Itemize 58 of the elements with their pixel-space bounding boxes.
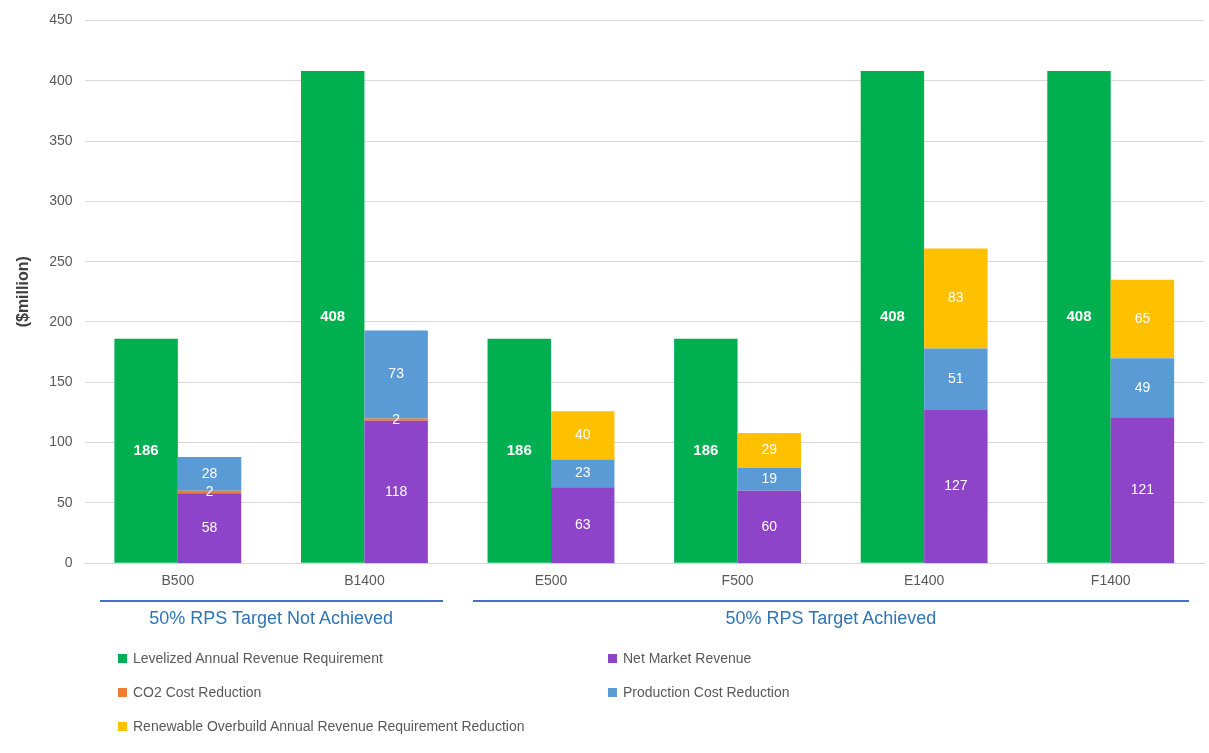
bar (924, 348, 988, 411)
y-tick-label: 400 (49, 71, 73, 88)
bar (737, 490, 801, 564)
data-label: 65 (1134, 309, 1151, 326)
data-label: 73 (388, 365, 405, 382)
data-label: 408 (1066, 307, 1092, 325)
data-label: 118 (384, 482, 408, 499)
legend-label: Levelized Annual Revenue Requirement (133, 650, 383, 666)
data-label: 408 (320, 307, 346, 325)
y-tick-label: 350 (49, 131, 73, 148)
data-label: 127 (944, 477, 968, 494)
x-tick-label: B1400 (344, 572, 385, 589)
bar (1110, 358, 1175, 418)
data-label: 23 (574, 464, 591, 481)
bar (737, 432, 801, 468)
data-label: 60 (761, 517, 778, 534)
data-label: 58 (201, 519, 218, 536)
x-tick-label: B500 (161, 572, 195, 589)
data-label: 121 (1130, 481, 1155, 498)
y-tick-label: 0 (64, 554, 73, 571)
x-tick-label: F500 (721, 572, 754, 589)
data-label: 19 (761, 470, 778, 487)
data-label: 186 (506, 440, 532, 458)
text: 50% RPS Target Not Achieved (99, 600, 443, 629)
text: 50% RPS Target Achieved (472, 600, 1189, 629)
legend-label: Net Market Revenue (623, 650, 752, 666)
legend-label: Production Cost Reduction (623, 684, 790, 700)
data-label: 28 (201, 464, 218, 481)
data-label: 40 (574, 426, 591, 443)
bar (737, 467, 801, 491)
bar (1110, 279, 1175, 359)
y-tick-label: 100 (49, 433, 73, 450)
y-tick-label: 450 (49, 11, 73, 28)
data-label: 63 (574, 516, 591, 533)
x-tick-label: E1400 (903, 572, 945, 589)
data-label: 29 (761, 441, 778, 458)
bar (1110, 417, 1175, 564)
y-tick-label: 250 (49, 252, 73, 269)
y-axis-title: ($million) (14, 256, 32, 328)
data-label: 49 (1134, 378, 1151, 395)
legend-label: CO2 Cost Reduction (133, 684, 262, 700)
bar (924, 248, 988, 349)
data-label: 83 (948, 289, 964, 306)
bar (550, 411, 615, 460)
y-tick-label: 50 (56, 493, 73, 510)
data-label: 2 (392, 410, 401, 427)
x-tick-label: E500 (534, 572, 568, 589)
x-tick-label: F1400 (1090, 572, 1131, 589)
y-tick-label: 300 (49, 192, 73, 209)
bar (550, 459, 615, 488)
data-label: 51 (948, 370, 964, 387)
y-tick-label: 200 (49, 312, 73, 329)
data-label: 408 (879, 307, 905, 325)
legend-label: Renewable Overbuild Annual Revenue Requirement Reduction (133, 718, 525, 734)
bar (924, 410, 988, 564)
data-label: 186 (133, 440, 159, 458)
y-tick-label: 150 (49, 373, 73, 390)
data-label: 186 (693, 440, 719, 458)
